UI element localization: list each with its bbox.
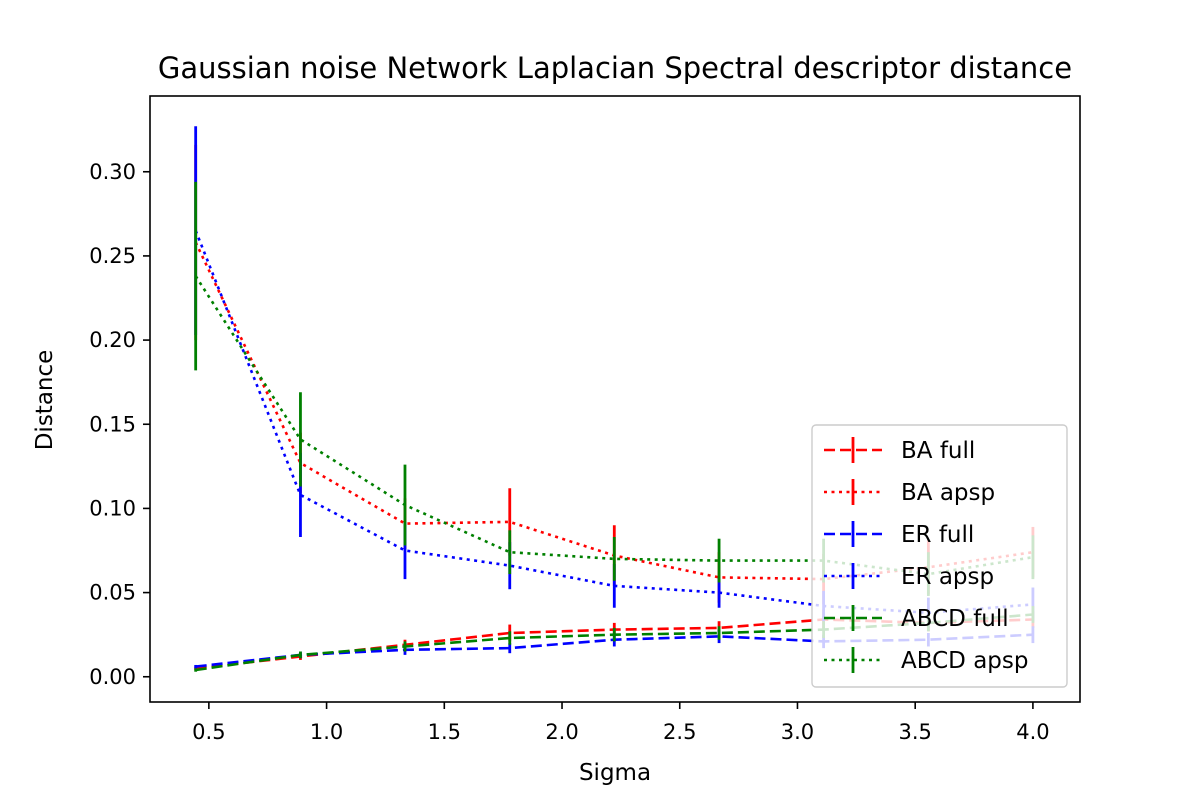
x-tick-label: 3.0	[781, 720, 814, 744]
x-axis-label: Sigma	[579, 760, 651, 786]
legend-label: BA apsp	[901, 480, 995, 506]
y-tick-label: 0.05	[89, 581, 136, 605]
legend-label: ER apsp	[901, 564, 994, 590]
series-line	[194, 275, 1034, 576]
y-axis: 0.00 0.05 0.10 0.15 0.20 0.25 0.30	[89, 160, 150, 689]
x-tick-label: 1.0	[310, 720, 343, 744]
x-axis: 0.5 1.0 1.5 2.0 2.5 3.0 3.5 4.0	[192, 702, 1050, 744]
legend-label: ABCD apsp	[901, 648, 1028, 674]
x-tick-label: 2.0	[545, 720, 578, 744]
y-tick-label: 0.20	[89, 328, 136, 352]
x-tick-label: 1.5	[428, 720, 461, 744]
legend-label: ER full	[901, 522, 974, 548]
y-tick-label: 0.25	[89, 244, 136, 268]
legend-label: BA full	[901, 438, 975, 464]
plot-frame	[149, 95, 1081, 703]
x-tick-label: 3.5	[898, 720, 931, 744]
legend-box	[811, 424, 1068, 688]
chart-title: Gaussian noise Network Laplacian Spectra…	[158, 51, 1072, 85]
legend: BA full BA apsp ER full ER apsp ABCD full ABC…	[811, 424, 1068, 688]
y-tick-label: 0.30	[89, 160, 136, 184]
x-tick-label: 0.5	[192, 720, 225, 744]
x-tick-label: 4.0	[1016, 720, 1049, 744]
x-tick-label: 2.5	[663, 720, 696, 744]
y-tick-label: 0.10	[89, 496, 136, 520]
y-tick-label: 0.00	[89, 665, 136, 689]
legend-label: ABCD full	[901, 606, 1009, 632]
y-axis-label: Distance	[32, 350, 58, 451]
y-tick-label: 0.15	[89, 412, 136, 436]
